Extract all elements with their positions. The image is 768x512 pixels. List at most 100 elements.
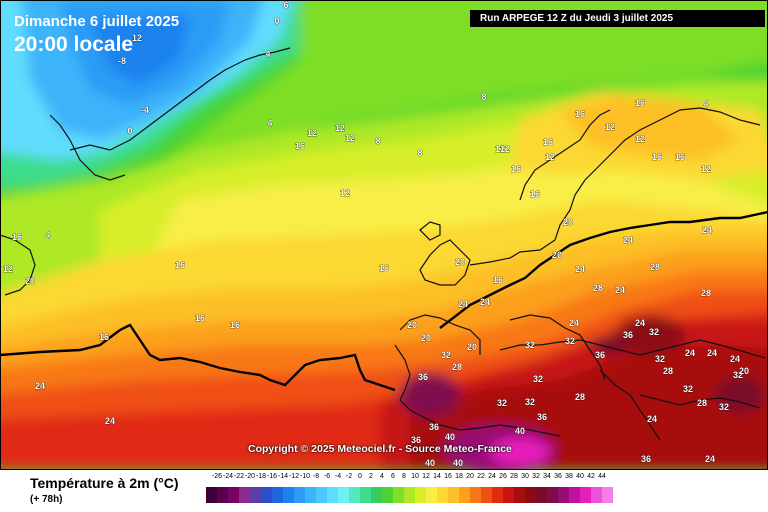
scale-label: -4 — [334, 473, 342, 480]
temperature-value-label: 16 — [230, 320, 240, 330]
temperature-value-label: 4 — [45, 230, 50, 240]
forecast-date: Dimanche 6 juillet 2025 — [14, 13, 180, 30]
scale-swatch — [448, 487, 459, 503]
scale-swatch — [206, 487, 217, 503]
temperature-value-label: 12 — [635, 134, 645, 144]
temperature-value-label: 28 — [575, 392, 585, 402]
scale-label: -20 — [244, 473, 256, 480]
scale-swatch — [525, 487, 536, 503]
color-scale: -26 -24 -22 -20 -18 -16 -14 -12 -10 -8 -6 -4 -2 0 2 4 6 8… — [206, 473, 756, 511]
temperature-value-label: 20 — [25, 276, 35, 286]
temperature-value-label: 24 — [635, 318, 645, 328]
temperature-value-label: 28 — [593, 283, 603, 293]
temperature-value-label: 24 — [615, 285, 625, 295]
temperature-value-label: 32 — [649, 327, 659, 337]
scale-swatch — [602, 487, 613, 503]
temperature-value-label: 32 — [733, 370, 743, 380]
temperature-value-label: 0 — [274, 16, 279, 26]
scale-label: -2 — [345, 473, 353, 480]
temperature-value-label: 36 — [418, 372, 428, 382]
scale-swatch — [239, 487, 250, 503]
scale-swatch — [305, 487, 316, 503]
temperature-value-label: 28 — [650, 262, 660, 272]
scale-swatch — [261, 487, 272, 503]
temperature-value-label: 20 — [563, 217, 573, 227]
temperature-value-label: 12 — [3, 264, 13, 274]
scale-swatch — [503, 487, 514, 503]
temperature-value-label: 32 — [441, 350, 451, 360]
temperature-value-label: 20 — [455, 257, 465, 267]
temperature-value-label: 16 — [12, 232, 22, 242]
temperature-value-label: 36 — [429, 422, 439, 432]
temperature-value-label: 16 — [175, 260, 185, 270]
temperature-value-label: 24 — [569, 318, 579, 328]
scale-label: 36 — [554, 473, 562, 480]
scale-label: 18 — [455, 473, 463, 480]
temperature-value-label: 4 — [265, 49, 270, 59]
scale-label: -12 — [288, 473, 300, 480]
domain-boundary — [0, 210, 768, 392]
temperature-value-label: 20 — [552, 250, 562, 260]
temperature-value-label: 16 — [635, 98, 645, 108]
scale-label: 4 — [380, 473, 384, 480]
temperature-value-label: 12 — [605, 122, 615, 132]
temperature-value-label: 20 — [467, 342, 477, 352]
temperature-value-label: 32 — [565, 336, 575, 346]
scale-label: 40 — [576, 473, 584, 480]
scale-label: 2 — [369, 473, 373, 480]
scale-swatch — [316, 487, 327, 503]
scale-label: 16 — [444, 473, 452, 480]
temperature-value-label: 16 — [295, 141, 305, 151]
temperature-value-label: 36 — [641, 454, 651, 464]
temperature-value-label: 24 — [105, 416, 115, 426]
temperature-value-label: 16 — [543, 137, 553, 147]
temperature-value-label: 8 — [417, 148, 422, 158]
scale-swatch — [327, 487, 338, 503]
temperature-value-label: 12 — [495, 144, 505, 154]
scale-swatch — [360, 487, 371, 503]
color-scale-labels: -26 -24 -22 -20 -18 -16 -14 -12 -10 -8 -6 -4 -2 0 2 4 6 8… — [206, 473, 756, 485]
legend-footer: Température à 2m (°C) (+ 78h) -26 -24 -22-… — [0, 470, 768, 512]
scale-swatch — [349, 487, 360, 503]
copyright-notice: Copyright © 2025 Meteociel.fr - Source M… — [248, 443, 512, 455]
temperature-value-label: 36 — [595, 350, 605, 360]
scale-swatch — [228, 487, 239, 503]
temperature-value-label: 32 — [683, 384, 693, 394]
scale-swatch — [492, 487, 503, 503]
scale-swatch — [404, 487, 415, 503]
temperature-value-label: 28 — [452, 362, 462, 372]
temperature-value-label: -4 — [141, 105, 149, 115]
scale-label: 14 — [433, 473, 441, 480]
temperature-value-label: 12 — [132, 33, 142, 43]
scale-label: -6 — [323, 473, 331, 480]
temperature-value-label: -8 — [118, 56, 126, 66]
temperature-value-label: 28 — [697, 398, 707, 408]
scale-label: -8 — [312, 473, 320, 480]
scale-swatch — [591, 487, 602, 503]
temperature-value-label: 36 — [623, 330, 633, 340]
temperature-value-label: 20 — [421, 333, 431, 343]
variable-title: Température à 2m (°C) — [30, 475, 179, 491]
temperature-value-label: 36 — [411, 435, 421, 445]
temperature-value-label: 0 — [127, 126, 132, 136]
temperature-value-label: 16 — [99, 332, 109, 342]
temperature-value-label: 16 — [379, 263, 389, 273]
scale-label: 38 — [565, 473, 573, 480]
scale-swatch — [283, 487, 294, 503]
temperature-value-label: 24 — [730, 354, 740, 364]
temperature-value-label: 32 — [525, 340, 535, 350]
scale-swatch — [250, 487, 261, 503]
scale-label: 6 — [391, 473, 395, 480]
temperature-value-label: 12 — [335, 123, 345, 133]
model-run-label: Run ARPEGE 12 Z du Jeudi 3 juillet 2025 — [470, 10, 765, 27]
temperature-value-label: 16 — [652, 152, 662, 162]
scale-label: 8 — [402, 473, 406, 480]
color-scale-bar — [206, 487, 613, 503]
temperature-value-label: 12 — [307, 128, 317, 138]
temperature-value-label: 12 — [500, 144, 510, 154]
temperature-value-label: 16 — [493, 275, 503, 285]
scale-swatch — [217, 487, 228, 503]
temperature-value-label: 32 — [497, 398, 507, 408]
